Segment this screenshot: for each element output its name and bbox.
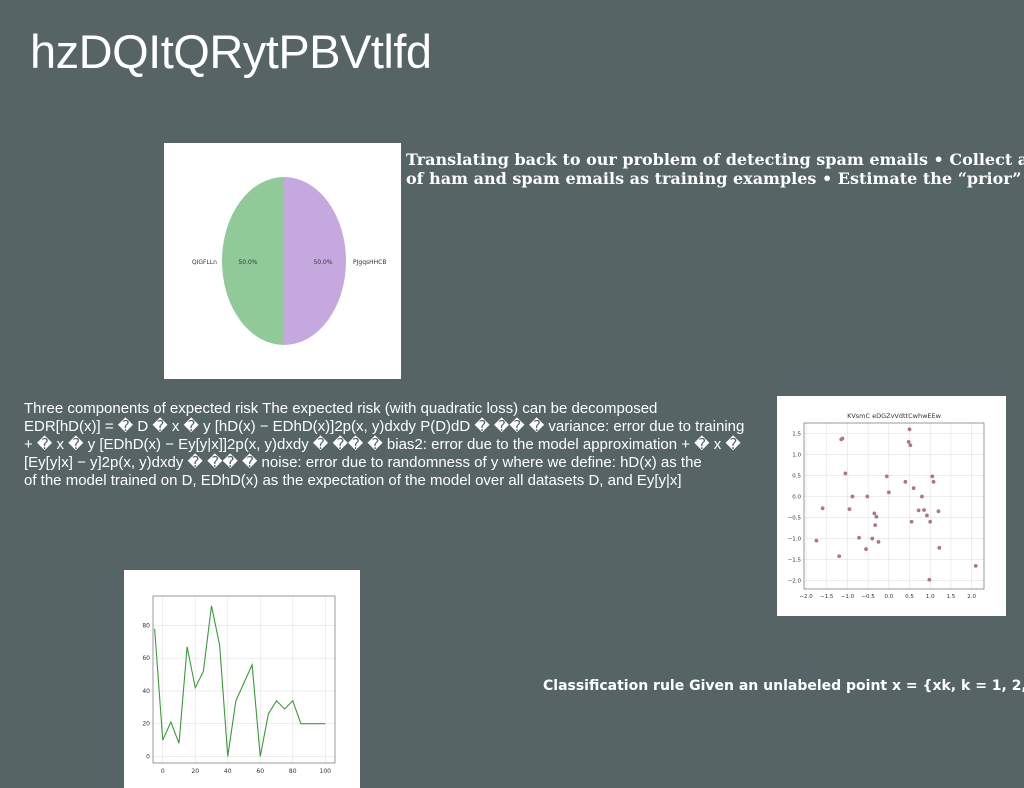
pie-slice-percent: 50.0% bbox=[313, 259, 332, 266]
scatter-point bbox=[924, 513, 929, 518]
scatter-point bbox=[840, 436, 845, 441]
scatter-point bbox=[884, 474, 889, 479]
scatter-point bbox=[916, 508, 921, 513]
scatter-point bbox=[843, 471, 848, 476]
pie-slice-percent: 50.0% bbox=[238, 259, 257, 266]
scatter-chart: KVsmC eDGZvVdttCwhwEEw −2.0 −1.5 −1.0 −0.5 0… bbox=[777, 396, 1006, 616]
scatter-point bbox=[820, 506, 825, 511]
text-line: of the model trained on D, EDhD(x) as th… bbox=[24, 472, 682, 489]
scatter-point bbox=[874, 514, 879, 519]
scatter-point bbox=[870, 536, 875, 541]
line-ytick-label: 80 bbox=[142, 622, 150, 629]
line-xtick-label: 60 bbox=[256, 768, 264, 775]
scatter-point bbox=[927, 577, 932, 582]
scatter-xtick-label: 0.5 bbox=[905, 594, 914, 600]
text-line: + � x � y [EDhD(x) − Ey[y|x]]2p(x, y)dxd… bbox=[24, 436, 741, 453]
scatter-point bbox=[872, 511, 877, 516]
scatter-point bbox=[850, 494, 855, 499]
scatter-point bbox=[922, 508, 926, 512]
spam-detection-text: Translating back to our problem of detec… bbox=[406, 150, 1024, 188]
scatter-ytick-label: 0.5 bbox=[792, 474, 801, 480]
scatter-title: KVsmC eDGZvVdttCwhwEEw bbox=[847, 412, 942, 420]
classification-rule-text: Classification rule Given an unlabeled p… bbox=[543, 678, 1024, 694]
line-xtick-label: 20 bbox=[191, 768, 199, 775]
line-ytick-label: 0 bbox=[146, 753, 150, 760]
scatter-xtick-label: −0.5 bbox=[861, 594, 875, 600]
scatter-point bbox=[903, 479, 908, 484]
scatter-ytick-label: −2.0 bbox=[788, 579, 802, 585]
scatter-point bbox=[973, 563, 978, 568]
line-xtick-label: 80 bbox=[289, 768, 297, 775]
scatter-ytick-label: −1.0 bbox=[788, 537, 802, 543]
scatter-point bbox=[908, 443, 913, 448]
scatter-xtick-label: −1.5 bbox=[820, 594, 834, 600]
pie-chart-svg: QIGFLLn 50.0% 50.0% PJgqsHHCB bbox=[192, 177, 386, 345]
pie-slice-right bbox=[284, 177, 346, 345]
line-chart: 0 20 40 60 80 100 0 20 40 60 80 bbox=[124, 570, 360, 788]
scatter-point bbox=[907, 427, 912, 432]
pie-chart: QIGFLLn 50.0% 50.0% PJgqsHHCB bbox=[164, 143, 401, 379]
scatter-point bbox=[920, 494, 924, 499]
scatter-xtick-label: −2.0 bbox=[799, 594, 813, 600]
line-plot-frame bbox=[152, 595, 336, 764]
slide-title: hzDQItQRytPBVtlfd bbox=[30, 25, 432, 78]
pie-slice-label: QIGFLLn bbox=[192, 259, 217, 266]
scatter-point bbox=[928, 519, 933, 524]
scatter-ytick-label: 1.5 bbox=[792, 432, 801, 438]
scatter-xtick-label: 0.0 bbox=[884, 594, 893, 600]
line-chart-svg: 0 20 40 60 80 100 0 20 40 60 80 bbox=[142, 595, 336, 775]
scatter-point bbox=[865, 494, 870, 499]
text-line: Translating back to our problem of detec… bbox=[406, 150, 1024, 169]
scatter-xtick-label: 1.5 bbox=[947, 594, 956, 600]
text-line: [Ey[y|x] − y]2p(x, y)dxdy � �� � noise: … bbox=[24, 454, 702, 471]
scatter-point bbox=[936, 509, 941, 514]
scatter-point bbox=[930, 474, 935, 479]
scatter-point bbox=[873, 523, 878, 528]
scatter-ytick-label: −0.5 bbox=[788, 516, 802, 522]
line-xtick-label: 0 bbox=[161, 768, 165, 775]
scatter-ytick-label: 1.0 bbox=[792, 453, 801, 459]
scatter-point bbox=[937, 545, 942, 550]
scatter-xtick-label: 1.0 bbox=[926, 594, 935, 600]
scatter-point bbox=[906, 440, 911, 444]
scatter-point bbox=[931, 479, 936, 484]
scatter-ytick-label: 0.0 bbox=[792, 495, 801, 501]
text-line: Three components of expected risk The ex… bbox=[24, 400, 658, 417]
scatter-xtick-label: −1.0 bbox=[841, 594, 855, 600]
scatter-point bbox=[911, 486, 916, 491]
scatter-point bbox=[876, 540, 881, 544]
line-ytick-label: 40 bbox=[142, 688, 150, 695]
line-xtick-label: 40 bbox=[224, 768, 232, 775]
scatter-chart-svg: KVsmC eDGZvVdttCwhwEEw −2.0 −1.5 −1.0 −0.5 0… bbox=[788, 412, 985, 600]
line-xtick-label: 100 bbox=[320, 768, 332, 775]
scatter-point bbox=[837, 554, 842, 559]
text-line: of ham and spam emails as training examp… bbox=[406, 169, 1022, 188]
line-ytick-label: 20 bbox=[142, 721, 150, 728]
scatter-point bbox=[909, 519, 914, 524]
scatter-point bbox=[847, 507, 852, 512]
scatter-plot-frame bbox=[803, 422, 985, 590]
scatter-point bbox=[857, 535, 861, 540]
line-series bbox=[154, 605, 326, 757]
scatter-ytick-label: −1.5 bbox=[788, 558, 802, 564]
expected-risk-text: Three components of expected risk The ex… bbox=[24, 400, 744, 490]
text-line: EDR[hD(x)] = � D � x � y [hD(x) − EDhD(x… bbox=[24, 418, 745, 435]
pie-slice-label: PJgqsHHCB bbox=[353, 259, 386, 266]
scatter-point bbox=[864, 547, 868, 551]
scatter-point bbox=[886, 490, 891, 495]
scatter-point bbox=[814, 538, 819, 543]
pie-slice-left bbox=[222, 177, 284, 345]
scatter-xtick-label: 2.0 bbox=[967, 594, 976, 600]
line-ytick-label: 60 bbox=[142, 655, 150, 662]
